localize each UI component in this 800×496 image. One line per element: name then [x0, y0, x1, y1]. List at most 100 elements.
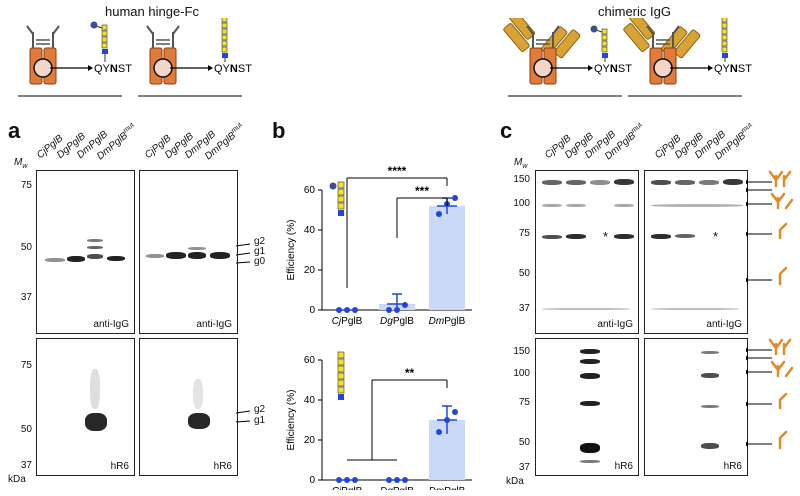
glucose-circle — [329, 182, 337, 190]
data-point — [452, 195, 458, 201]
glyco-label: g1 — [254, 246, 266, 257]
y-tick-label: 40 — [304, 225, 316, 236]
mw-marker: 150 — [513, 346, 530, 357]
x-tick-label: DgPglB — [380, 316, 414, 327]
glyco-arrows-a-bottom — [236, 410, 251, 423]
blot-c-bottom-right: hR6 — [644, 338, 748, 476]
y-tick-label: 60 — [304, 185, 316, 196]
asterisk: * — [713, 229, 719, 244]
glycan-glyph — [329, 181, 345, 216]
mw-label-a: Mw — [14, 157, 28, 170]
igg-species-arrows — [746, 170, 794, 450]
svg-text:QYNST: QYNST — [94, 63, 132, 75]
data-point — [336, 307, 342, 313]
mannose-square — [337, 195, 345, 203]
mw-marker: 50 — [518, 268, 530, 279]
svg-text:QYNST: QYNST — [214, 63, 252, 75]
blot-label: anti-IgG — [706, 319, 742, 330]
y-tick-label: 40 — [304, 395, 316, 406]
lane-sup: mut — [230, 121, 244, 135]
mw-marker: 50 — [518, 437, 530, 448]
blot-label: anti-IgG — [196, 319, 232, 330]
header-chimeric-igg: chimeric IgG — [598, 4, 671, 19]
blot-label: anti-IgG — [93, 319, 129, 330]
blot-c-top-left: * anti-IgG — [535, 170, 639, 334]
mw-marker: 75 — [518, 397, 530, 408]
glyco-label: g0 — [254, 256, 266, 267]
x-tick-label: DgPglB — [380, 486, 414, 490]
svg-text:QYNST: QYNST — [594, 63, 632, 75]
blot-a-top-left: anti-IgG — [36, 170, 135, 334]
mw-marker: 50 — [20, 424, 32, 435]
mw-marker: 150 — [513, 174, 530, 185]
glcnac-square — [338, 210, 344, 216]
mw-marker: 37 — [20, 292, 32, 303]
kda-label-c: kDa — [506, 476, 524, 487]
glyco-label: g2 — [254, 404, 266, 415]
lane-sup: mut — [740, 121, 754, 135]
data-point — [402, 302, 408, 308]
data-point — [352, 477, 358, 483]
x-tick-label: DmPglB — [429, 486, 466, 490]
efficiency-chart-bottom: 0 20 40 60 Efficiency (%) CjPglB DgPglB DmPglB *… — [286, 351, 472, 490]
blot-label: hR6 — [614, 461, 633, 472]
data-point — [436, 211, 442, 217]
blot-label: anti-IgG — [597, 319, 633, 330]
significance-label: ** — [405, 366, 415, 380]
data-point — [444, 417, 450, 423]
mw-marker: 75 — [518, 228, 530, 239]
kda-label-a: kDa — [8, 474, 26, 485]
y-tick-label: 0 — [309, 305, 315, 316]
mannose-square — [337, 188, 345, 196]
data-point — [336, 477, 342, 483]
data-point — [386, 477, 392, 483]
lane-sup: mut — [122, 121, 136, 135]
asterisk: * — [603, 229, 609, 244]
y-tick-label: 60 — [304, 355, 316, 366]
mannose-square — [337, 202, 345, 210]
mw-marker: 50 — [20, 242, 32, 253]
data-point — [386, 307, 392, 313]
data-point — [394, 307, 400, 313]
efficiency-chart-top: 0 20 40 60 Efficiency (%) CjPglB DgPglB DmPglB *… — [286, 164, 472, 327]
y-axis-label: Efficiency (%) — [286, 390, 297, 451]
blot-label: hR6 — [723, 461, 742, 472]
significance-label: *** — [415, 184, 429, 198]
panel-label-c: c — [500, 118, 513, 143]
y-tick-label: 0 — [309, 475, 315, 486]
data-point — [394, 477, 400, 483]
y-tick-label: 20 — [304, 435, 316, 446]
data-point — [344, 477, 350, 483]
x-tick-label: DmPglB — [429, 316, 466, 327]
blot-label: hR6 — [213, 461, 232, 472]
data-point — [436, 429, 442, 435]
blot-c-bottom-left: hR6 — [535, 338, 639, 476]
panel-label-b: b — [272, 118, 286, 143]
mannose-square — [337, 181, 345, 189]
data-point — [352, 307, 358, 313]
y-axis-label: Efficiency (%) — [286, 220, 297, 281]
glycan-glyph — [337, 351, 345, 400]
mw-marker: 75 — [20, 180, 32, 191]
mw-marker: 75 — [20, 360, 32, 371]
glyco-arrows-a-top — [236, 243, 251, 264]
blot-c-top-right: * anti-IgG — [644, 170, 748, 334]
blot-a-top-right: anti-IgG — [139, 170, 238, 334]
bar — [429, 206, 465, 310]
glcnac-square — [338, 394, 344, 400]
lane-sup: mut — [630, 121, 644, 135]
significance-label: **** — [388, 164, 407, 178]
mw-label-c: Mw — [514, 157, 528, 170]
y-tick-label: 20 — [304, 265, 316, 276]
data-point — [452, 409, 458, 415]
blot-label: hR6 — [110, 461, 129, 472]
data-point — [344, 307, 350, 313]
data-point — [402, 477, 408, 483]
header-human-hinge-fc: human hinge-Fc — [105, 4, 199, 19]
mannose-square — [337, 358, 345, 366]
mannose-square — [337, 372, 345, 380]
significance-bracket: ** — [347, 366, 448, 461]
x-tick-label: CjPglB — [332, 486, 363, 490]
mw-marker: 37 — [518, 303, 530, 314]
mannose-square — [337, 379, 345, 387]
